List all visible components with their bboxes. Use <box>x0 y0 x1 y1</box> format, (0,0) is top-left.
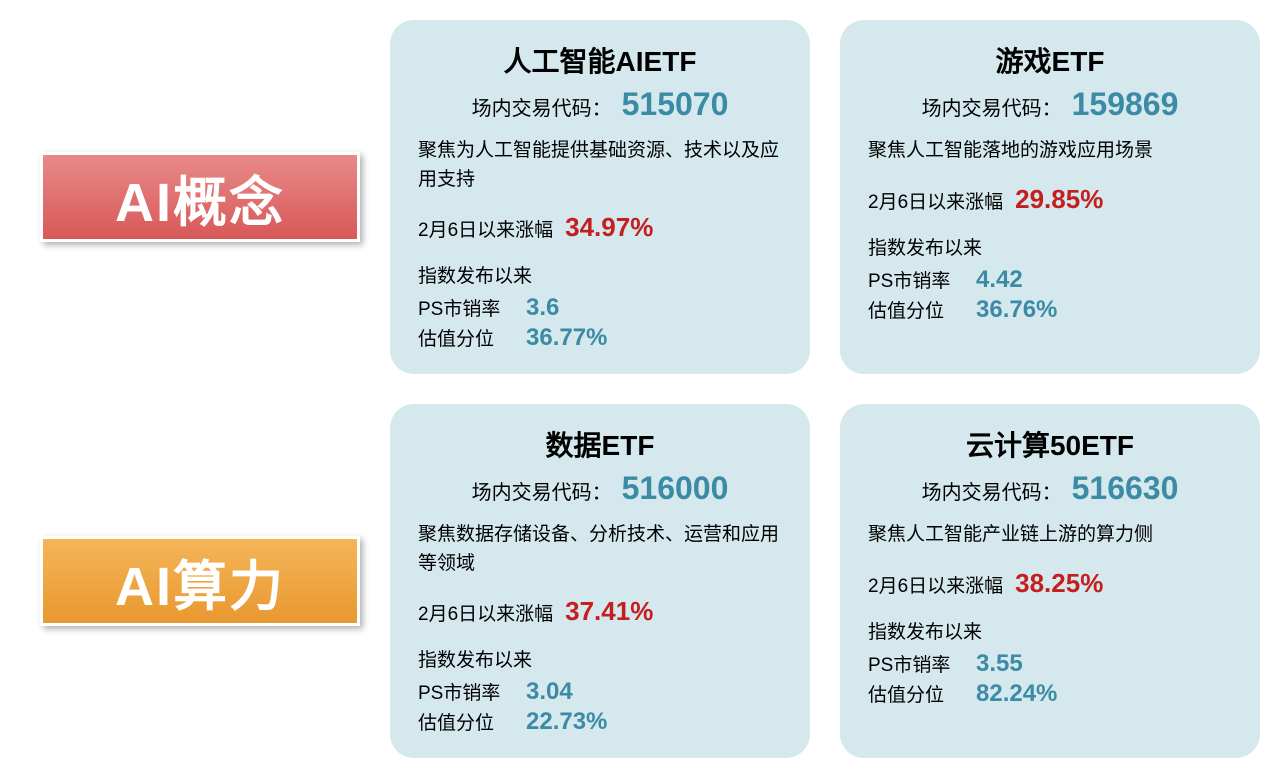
gain-value: 34.97% <box>565 212 653 243</box>
code-label: 场内交易代码： <box>472 92 612 121</box>
metric-valuation: 估值分位 36.77% <box>418 324 782 352</box>
gain-line: 2月6日以来涨幅 34.97% <box>418 212 782 243</box>
category-label-ai-compute: AI算力 <box>40 536 360 626</box>
code-value: 516630 <box>1072 470 1179 507</box>
code-value: 515070 <box>622 86 729 123</box>
card-description: 聚焦数据存储设备、分析技术、运营和应用等领域 <box>418 521 782 578</box>
card-data-etf: 数据ETF 场内交易代码： 516000 聚焦数据存储设备、分析技术、运营和应用… <box>390 404 810 758</box>
card-ai-etf: 人工智能AIETF 场内交易代码： 515070 聚焦为人工智能提供基础资源、技… <box>390 20 810 374</box>
card-title: 人工智能AIETF <box>418 40 782 80</box>
code-line: 场内交易代码： 516000 <box>418 470 782 507</box>
metric-value: 3.04 <box>526 678 573 706</box>
metric-label: PS市销率 <box>418 678 508 705</box>
gain-line: 2月6日以来涨幅 38.25% <box>868 568 1232 599</box>
category-label-text: AI概念 <box>115 158 285 237</box>
gain-value: 37.41% <box>565 596 653 627</box>
category-label-text: AI算力 <box>115 542 285 621</box>
card-description: 聚焦人工智能产业链上游的算力侧 <box>868 521 1232 550</box>
metric-ps: PS市销率 4.42 <box>868 266 1232 294</box>
gain-label: 2月6日以来涨幅 <box>418 599 553 626</box>
gain-label: 2月6日以来涨幅 <box>868 571 1003 598</box>
gain-line: 2月6日以来涨幅 37.41% <box>418 596 782 627</box>
metric-ps: PS市销率 3.04 <box>418 678 782 706</box>
metrics-header: 指数发布以来 <box>418 645 782 672</box>
metrics-header: 指数发布以来 <box>418 261 782 288</box>
metric-value: 36.77% <box>526 324 607 352</box>
gain-line: 2月6日以来涨幅 29.85% <box>868 184 1232 215</box>
code-label: 场内交易代码： <box>472 476 612 505</box>
card-title: 游戏ETF <box>868 40 1232 80</box>
code-value: 159869 <box>1072 86 1179 123</box>
code-line: 场内交易代码： 516630 <box>868 470 1232 507</box>
code-line: 场内交易代码： 159869 <box>868 86 1232 123</box>
category-label-ai-concept: AI概念 <box>40 152 360 242</box>
code-line: 场内交易代码： 515070 <box>418 86 782 123</box>
card-cloud-etf: 云计算50ETF 场内交易代码： 516630 聚焦人工智能产业链上游的算力侧 … <box>840 404 1260 758</box>
metric-label: PS市销率 <box>868 266 958 293</box>
gain-label: 2月6日以来涨幅 <box>418 215 553 242</box>
cards-group: 数据ETF 场内交易代码： 516000 聚焦数据存储设备、分析技术、运营和应用… <box>390 404 1260 758</box>
gain-value: 38.25% <box>1015 568 1103 599</box>
metric-valuation: 估值分位 22.73% <box>418 708 782 736</box>
code-value: 516000 <box>622 470 729 507</box>
gain-label: 2月6日以来涨幅 <box>868 187 1003 214</box>
card-description: 聚焦为人工智能提供基础资源、技术以及应用支持 <box>418 137 782 194</box>
code-label: 场内交易代码： <box>922 476 1062 505</box>
metric-ps: PS市销率 3.55 <box>868 650 1232 678</box>
metric-label: PS市销率 <box>418 294 508 321</box>
metric-valuation: 估值分位 82.24% <box>868 680 1232 708</box>
metric-label: 估值分位 <box>418 708 508 735</box>
infographic-container: AI概念 人工智能AIETF 场内交易代码： 515070 聚焦为人工智能提供基… <box>0 0 1274 778</box>
metric-label: 估值分位 <box>418 324 508 351</box>
row-ai-compute: AI算力 数据ETF 场内交易代码： 516000 聚焦数据存储设备、分析技术、… <box>30 404 1244 758</box>
metric-value: 36.76% <box>976 296 1057 324</box>
metric-value: 3.6 <box>526 294 559 322</box>
card-description: 聚焦人工智能落地的游戏应用场景 <box>868 137 1232 166</box>
metric-label: 估值分位 <box>868 296 958 323</box>
row-ai-concept: AI概念 人工智能AIETF 场内交易代码： 515070 聚焦为人工智能提供基… <box>30 20 1244 374</box>
code-label: 场内交易代码： <box>922 92 1062 121</box>
metric-value: 82.24% <box>976 680 1057 708</box>
metric-value: 22.73% <box>526 708 607 736</box>
card-game-etf: 游戏ETF 场内交易代码： 159869 聚焦人工智能落地的游戏应用场景 2月6… <box>840 20 1260 374</box>
metric-label: 估值分位 <box>868 680 958 707</box>
metric-value: 4.42 <box>976 266 1023 294</box>
metric-value: 3.55 <box>976 650 1023 678</box>
metrics-header: 指数发布以来 <box>868 233 1232 260</box>
card-title: 云计算50ETF <box>868 424 1232 464</box>
metric-valuation: 估值分位 36.76% <box>868 296 1232 324</box>
cards-group: 人工智能AIETF 场内交易代码： 515070 聚焦为人工智能提供基础资源、技… <box>390 20 1260 374</box>
metric-label: PS市销率 <box>868 650 958 677</box>
metric-ps: PS市销率 3.6 <box>418 294 782 322</box>
gain-value: 29.85% <box>1015 184 1103 215</box>
metrics-header: 指数发布以来 <box>868 617 1232 644</box>
card-title: 数据ETF <box>418 424 782 464</box>
